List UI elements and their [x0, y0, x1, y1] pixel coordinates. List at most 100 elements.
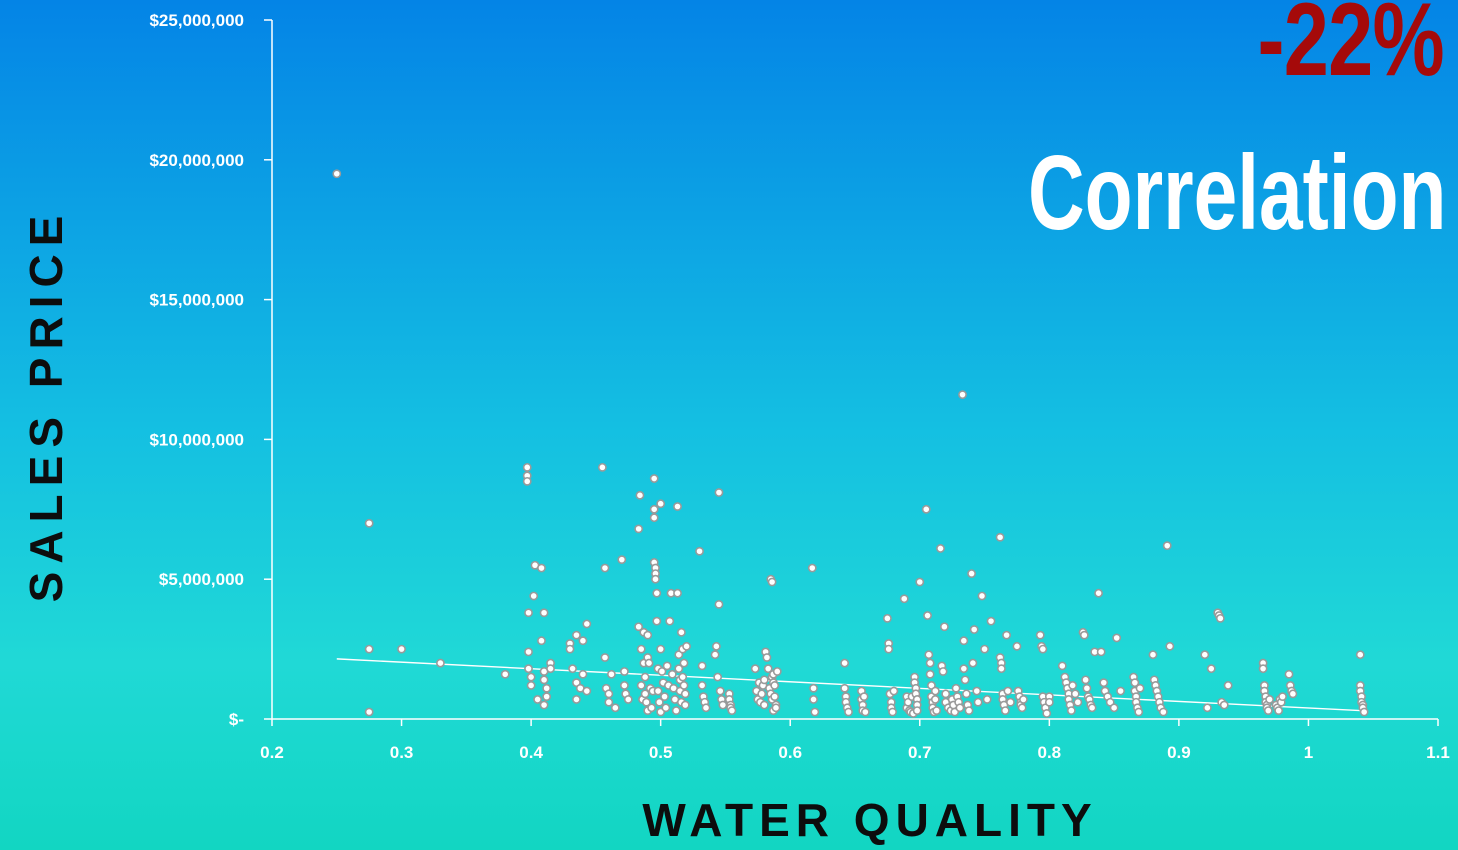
data-point	[1006, 697, 1015, 707]
data-point	[939, 622, 949, 632]
data-point	[1219, 700, 1229, 710]
data-point	[679, 658, 689, 668]
data-point	[1070, 689, 1080, 699]
data-point	[770, 692, 780, 702]
data-point	[1215, 613, 1225, 623]
data-point	[537, 636, 546, 646]
data-point	[568, 664, 577, 674]
data-point	[682, 641, 691, 651]
data-point	[679, 681, 689, 690]
data-point	[597, 462, 607, 472]
data-point	[1112, 633, 1122, 643]
data-point	[860, 707, 870, 717]
data-point	[912, 706, 922, 716]
data-point	[968, 658, 978, 668]
data-point	[701, 703, 711, 713]
y-tick-label: $15,000,000	[149, 291, 244, 310]
data-point	[529, 591, 539, 601]
data-point	[674, 664, 684, 674]
y-tick-label: $10,000,000	[149, 430, 244, 449]
data-point	[1258, 664, 1268, 674]
data-point	[1265, 695, 1274, 704]
data-point	[759, 675, 769, 685]
data-point	[649, 474, 659, 483]
data-point	[1057, 661, 1067, 671]
data-point	[649, 513, 659, 523]
data-point	[526, 681, 536, 690]
x-tick-label: 0.6	[778, 743, 802, 762]
data-point	[533, 695, 542, 704]
data-point	[899, 594, 909, 604]
data-point	[807, 563, 817, 573]
y-tick-label: $20,000,000	[149, 151, 244, 170]
data-point	[967, 569, 976, 579]
data-point	[636, 644, 646, 654]
data-point	[649, 504, 659, 514]
data-point	[572, 695, 581, 704]
data-point	[1068, 681, 1078, 690]
data-point	[600, 563, 610, 573]
data-point	[1274, 706, 1284, 716]
data-point	[941, 689, 951, 699]
data-point	[582, 619, 592, 629]
y-tick-label: $5,000,000	[159, 570, 244, 589]
data-point	[762, 653, 772, 662]
data-point	[715, 686, 725, 696]
data-point	[964, 706, 974, 716]
data-point	[1042, 709, 1052, 718]
data-point	[951, 683, 961, 693]
data-point	[1202, 703, 1212, 713]
data-point	[759, 700, 769, 710]
data-point	[697, 681, 707, 690]
data-point	[582, 686, 592, 696]
data-point	[1158, 707, 1168, 717]
x-tick-label: 0.2	[260, 743, 284, 762]
data-point	[640, 689, 650, 699]
data-point	[695, 546, 704, 556]
data-point	[623, 695, 633, 704]
data-point	[921, 504, 931, 514]
data-point	[667, 669, 677, 679]
data-point	[680, 689, 690, 699]
data-point	[809, 683, 818, 693]
data-point	[634, 622, 644, 632]
data-point	[770, 681, 780, 690]
data-point	[711, 641, 721, 651]
data-point	[859, 692, 869, 702]
data-point	[771, 703, 781, 713]
data-point	[982, 695, 992, 704]
x-tick-label: 1	[1304, 743, 1313, 762]
data-point	[809, 695, 818, 704]
data-point	[364, 644, 374, 654]
data-point	[1284, 669, 1294, 679]
data-point	[662, 661, 672, 671]
data-point	[546, 664, 555, 674]
data-point	[542, 692, 552, 702]
data-point	[1200, 650, 1210, 660]
data-point	[1099, 678, 1109, 688]
data-point	[604, 697, 614, 707]
data-point	[973, 697, 983, 707]
data-point	[936, 544, 945, 553]
data-point	[915, 577, 925, 587]
data-point	[617, 555, 627, 565]
data-point	[1263, 706, 1273, 716]
data-point	[676, 627, 686, 637]
data-point	[653, 686, 663, 696]
data-point	[980, 644, 989, 654]
data-point	[619, 667, 629, 676]
data-point	[888, 707, 897, 717]
data-point	[537, 563, 546, 573]
data-point	[1148, 650, 1158, 660]
data-point	[923, 611, 932, 620]
data-point	[539, 700, 549, 710]
data-point	[1278, 692, 1287, 702]
data-point	[1288, 689, 1298, 699]
data-point	[634, 524, 644, 534]
data-point	[673, 588, 682, 598]
data-point	[652, 588, 662, 598]
data-point	[714, 599, 724, 609]
data-point	[972, 686, 982, 696]
data-point	[678, 672, 688, 682]
data-point	[1206, 664, 1216, 674]
